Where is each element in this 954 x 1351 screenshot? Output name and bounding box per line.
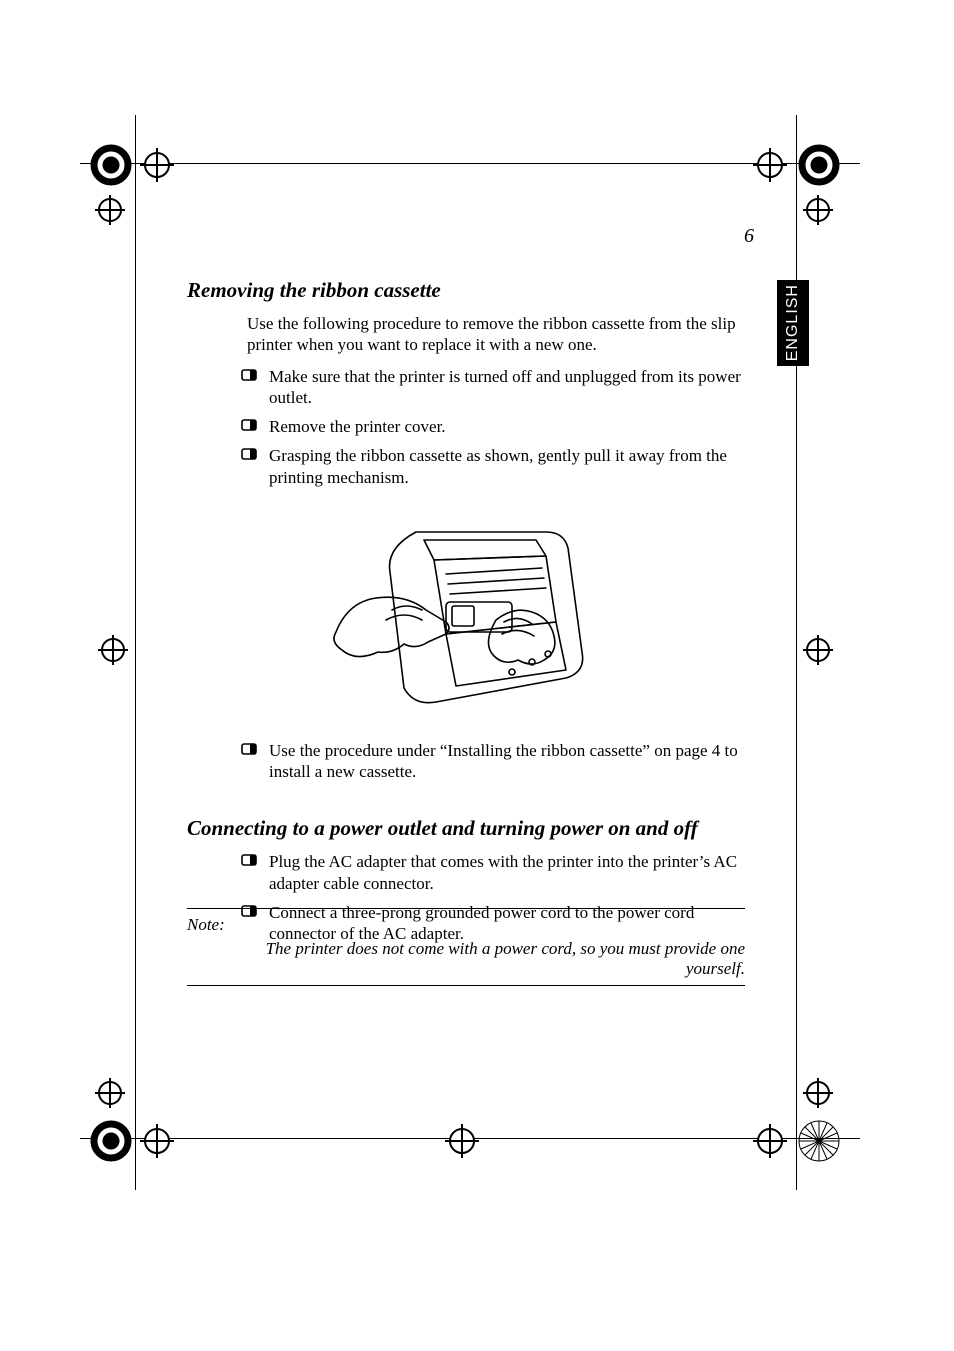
section1-intro: Use the following procedure to remove th… [187,313,745,356]
section1-list-a: Make sure that the printer is turned off… [187,366,745,488]
crosshair-icon [140,148,174,182]
list-item: Make sure that the printer is turned off… [247,366,745,409]
section-heading-connecting: Connecting to a power outlet and turning… [187,816,745,841]
crosshair-icon [803,1078,833,1108]
page-number: 6 [744,225,754,248]
crosshair-icon [95,195,125,225]
crosshair-icon [445,1124,479,1158]
note-text: The printer does not come with a power c… [187,939,745,979]
checkbox-bullet-icon [241,448,259,461]
checkbox-bullet-icon [241,419,259,432]
crosshair-icon [95,1078,125,1108]
horizontal-rule [187,908,745,909]
crop-guide-vertical-left [135,115,136,1190]
language-tab: ENGLISH [777,280,809,366]
registration-mark-icon [88,1118,134,1164]
registration-mark-icon [88,142,134,188]
crosshair-icon [98,635,128,665]
crosshair-icon [803,635,833,665]
registration-mark-icon [796,1118,842,1164]
document-page: 6 ENGLISH Removing the ribbon cassette U… [0,0,954,1351]
checkbox-bullet-icon [241,369,259,382]
list-item: Remove the printer cover. [247,416,745,437]
crop-guide-vertical-right [796,115,797,1190]
printer-ribbon-illustration [296,502,636,722]
content-column: Removing the ribbon cassette Use the fol… [187,278,745,952]
section-heading-removing: Removing the ribbon cassette [187,278,745,303]
list-item-text: Plug the AC adapter that comes with the … [269,852,737,892]
list-item-text: Remove the printer cover. [269,417,446,436]
horizontal-rule [187,985,745,986]
note-block: Note: The printer does not come with a p… [187,902,745,992]
registration-mark-icon [796,142,842,188]
crosshair-icon [753,1124,787,1158]
checkbox-bullet-icon [241,743,259,756]
note-label: Note: [187,915,745,935]
language-tab-label: ENGLISH [784,284,802,361]
crosshair-icon [140,1124,174,1158]
crosshair-icon [803,195,833,225]
crop-guide-horizontal-top [80,163,860,164]
list-item-text: Grasping the ribbon cassette as shown, g… [269,446,727,486]
list-item: Plug the AC adapter that comes with the … [247,851,745,894]
crosshair-icon [753,148,787,182]
list-item-text: Make sure that the printer is turned off… [269,367,741,407]
section1-list-b: Use the procedure under “Installing the … [187,740,745,783]
list-item: Use the procedure under “Installing the … [247,740,745,783]
checkbox-bullet-icon [241,854,259,867]
list-item-text: Use the procedure under “Installing the … [269,741,738,781]
list-item: Grasping the ribbon cassette as shown, g… [247,445,745,488]
